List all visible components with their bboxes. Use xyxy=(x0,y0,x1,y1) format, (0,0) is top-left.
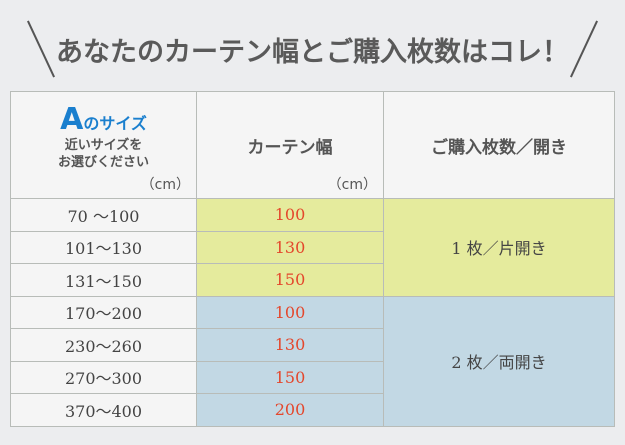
width-cell: 130 xyxy=(196,328,384,362)
header-size: Aのサイズ 近いサイズを お選びください （cm） xyxy=(10,91,197,199)
range-cell: 370〜400 xyxy=(10,393,197,427)
table-row: 370〜400 200 xyxy=(10,393,615,427)
table-row: 131〜150 150 xyxy=(10,263,615,297)
count-cell: 2 枚／両開き xyxy=(383,295,615,427)
table-row: 170〜200 100 2 枚／両開き xyxy=(10,295,615,427)
width-cell: 150 xyxy=(196,263,384,297)
width-cell: 100 xyxy=(196,295,384,329)
range-cell: 270〜300 xyxy=(10,360,197,394)
unit-label: （cm） xyxy=(140,177,190,193)
size-sub2: お選びください xyxy=(57,154,149,170)
width-heading: カーテン幅 xyxy=(247,137,333,158)
table-row: 70 〜100 100 1 枚／片開き xyxy=(10,198,615,297)
range-cell: 70 〜100 xyxy=(10,198,197,232)
range-cell: 101〜130 xyxy=(10,230,197,264)
width-cell: 100 xyxy=(196,198,384,232)
table-header: Aのサイズ 近いサイズを お選びください （cm） カーテン幅 （cm） ご購入… xyxy=(10,91,615,199)
table-row: 270〜300 150 xyxy=(10,360,615,394)
unit-label: （cm） xyxy=(327,177,377,193)
count-cell: 1 枚／片開き xyxy=(383,198,615,297)
size-sub1: 近いサイズを xyxy=(64,137,143,153)
width-cell: 150 xyxy=(196,360,384,394)
size-table: Aのサイズ 近いサイズを お選びください （cm） カーテン幅 （cm） ご購入… xyxy=(10,91,615,427)
table-row: 101〜130 130 xyxy=(10,230,615,264)
size-letter: A xyxy=(60,101,84,137)
range-cell: 170〜200 xyxy=(10,295,197,329)
range-cell: 131〜150 xyxy=(10,263,197,297)
range-cell: 230〜260 xyxy=(10,328,197,362)
width-cell: 130 xyxy=(196,230,384,264)
width-cell: 200 xyxy=(196,393,384,427)
size-title: のサイズ xyxy=(83,113,147,133)
header-width: カーテン幅 （cm） xyxy=(196,91,384,199)
page-title: あなたのカーテン幅とご購入枚数はコレ！ xyxy=(56,37,569,68)
header-count: ご購入枚数／開き xyxy=(383,91,615,199)
